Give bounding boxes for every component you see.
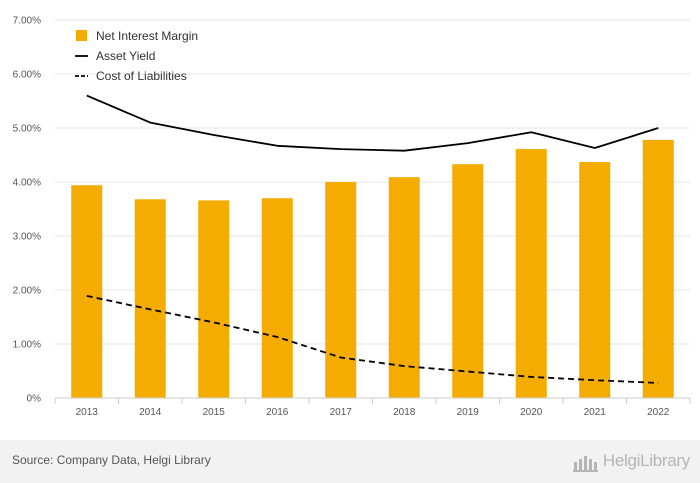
bar-net-interest-margin [261,198,293,398]
x-tick-label: 2016 [266,407,289,418]
y-tick-label: 3.00% [13,232,41,243]
x-tick-label: 2015 [203,407,226,418]
legend-swatch-bar [76,30,87,41]
x-tick-label: 2013 [76,407,99,418]
y-tick-label: 1.00% [13,340,41,351]
y-tick-label: 4.00% [13,178,41,189]
bar-net-interest-margin [134,199,166,398]
x-tick-label: 2018 [393,407,416,418]
bar-series [71,139,674,398]
chart-canvas: 0% 1.00% 2.00% 3.00% 4.00% 5.00% 6.00% 7.00% 20… [13,16,691,418]
line-series [86,94,659,384]
x-tick-label: 2021 [584,407,607,418]
y-axis: 0% 1.00% 2.00% 3.00% 4.00% 5.00% 6.00% 7.00% [13,16,41,405]
library-icon [572,456,598,472]
bar-net-interest-margin [198,200,230,398]
bar-net-interest-margin [452,164,484,398]
line-asset-yield [86,94,659,152]
line-cost-of-liabilities [86,295,659,384]
bar-net-interest-margin [388,177,420,398]
legend-label: Cost of Liabilities [96,69,187,83]
footer: Source: Company Data, Helgi Library Helg… [0,440,700,483]
source-note: Source: Company Data, Helgi Library [12,453,211,467]
y-tick-label: 0% [27,394,42,405]
x-tick-label: 2019 [457,407,480,418]
bar-net-interest-margin [579,162,611,398]
helgi-library-logo: HelgiLibrary [572,448,690,474]
bar-net-interest-margin [325,182,357,398]
y-tick-label: 2.00% [13,286,41,297]
y-tick-label: 7.00% [13,16,41,27]
bar-net-interest-margin [515,149,547,398]
x-tick-label: 2020 [520,407,543,418]
x-tick-label: 2017 [330,407,353,418]
y-tick-label: 5.00% [13,124,41,135]
logo-text: HelgiLibrary [602,451,690,470]
legend-label: Asset Yield [96,49,155,63]
legend-label: Net Interest Margin [96,29,198,43]
bar-net-interest-margin [71,185,103,398]
y-tick-label: 6.00% [13,70,41,81]
x-tick-label: 2014 [139,407,162,418]
x-axis: 2013 2014 2015 2016 2017 2018 2019 2020 2021 2022 [54,397,691,418]
legend: Net Interest Margin Asset Yield Cost of Li… [75,29,198,83]
bar-net-interest-margin [642,139,674,398]
x-tick-label: 2022 [647,407,670,418]
